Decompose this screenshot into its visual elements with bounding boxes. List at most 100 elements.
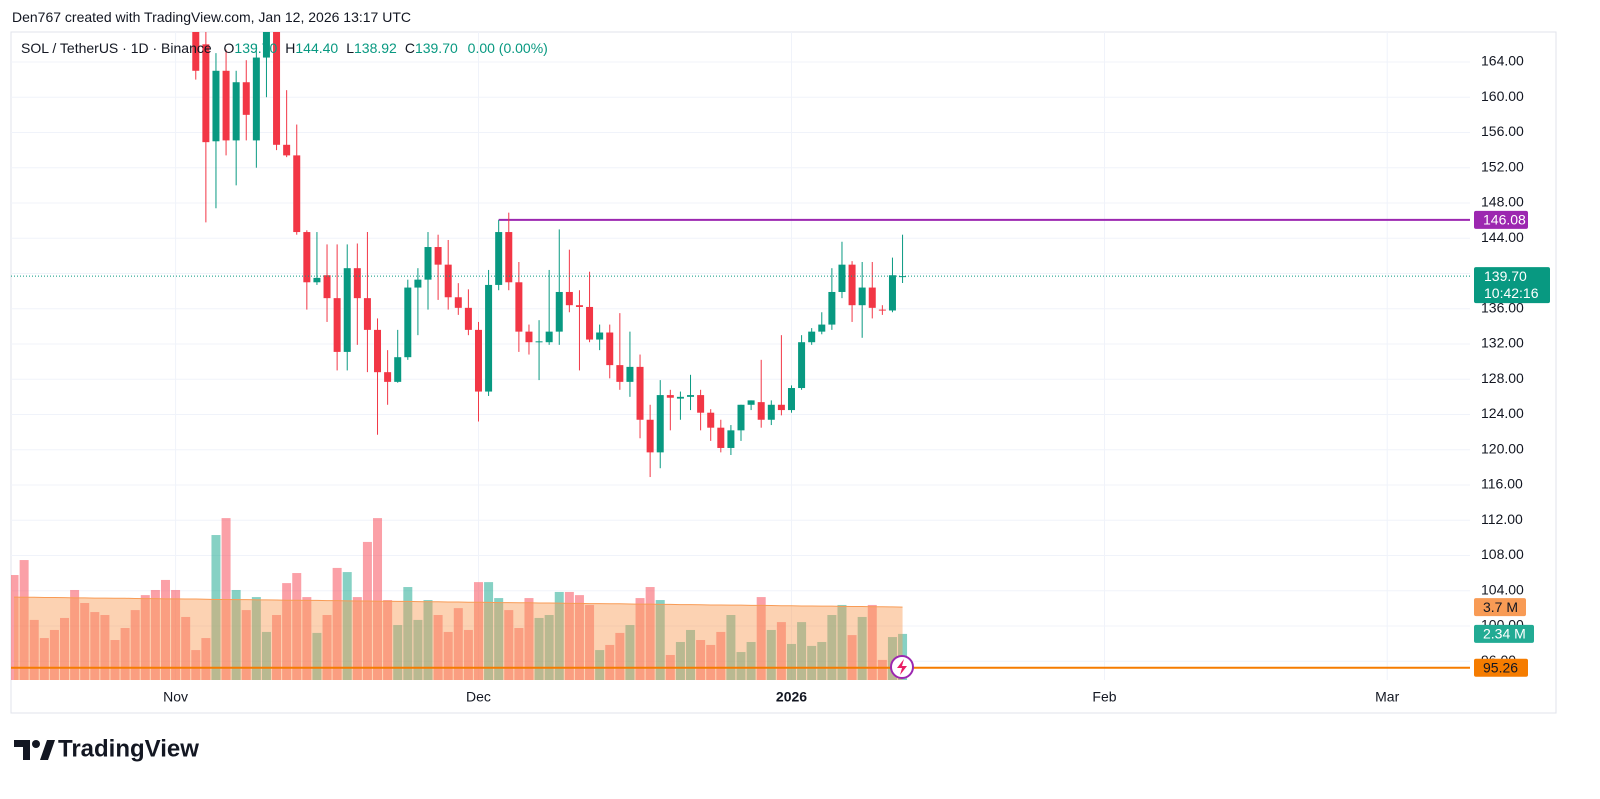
candle-body — [293, 155, 301, 233]
volume-bar — [595, 650, 605, 680]
volume-bar — [827, 615, 837, 680]
legend-value: 139.70 — [234, 40, 278, 56]
candle-body — [363, 298, 371, 330]
candle-body — [727, 430, 735, 448]
price-label: 95.26 — [1483, 659, 1518, 675]
candle-body — [707, 412, 715, 428]
countdown-label: 10:42:16 — [1484, 285, 1539, 301]
candle-body — [666, 395, 674, 398]
volume-bar — [49, 629, 59, 680]
candle-body — [212, 70, 220, 142]
volume-bar — [847, 635, 857, 680]
candle-body — [545, 331, 553, 343]
candle-body — [818, 324, 826, 332]
candle-body — [343, 268, 351, 352]
candle-body — [697, 395, 705, 413]
candle-body — [555, 291, 563, 332]
candle-body — [323, 275, 331, 299]
candle-body — [848, 264, 856, 306]
y-tick-label: 144.00 — [1481, 229, 1524, 245]
volume-ma-line — [14, 596, 903, 608]
volume-bar — [857, 616, 867, 680]
volume-bar — [514, 628, 524, 680]
candle-body — [808, 331, 816, 343]
plot-area — [11, 32, 1470, 680]
volume-bar — [504, 610, 514, 680]
candle-body — [273, 32, 281, 145]
volume-bar — [726, 615, 736, 680]
volume-bar — [524, 598, 534, 680]
volume-bar — [574, 595, 584, 680]
candle-body — [676, 396, 684, 399]
candle-body — [767, 404, 775, 420]
volume-bar — [887, 637, 897, 680]
x-tick-label: Mar — [1375, 689, 1399, 705]
candle-body — [232, 82, 240, 141]
price-label: 146.08 — [1483, 212, 1526, 228]
volume-bar — [494, 598, 504, 680]
candle-body — [262, 32, 270, 58]
volume-bar — [746, 641, 756, 680]
candle-body — [565, 291, 573, 306]
volume-bar — [463, 629, 473, 680]
alert-icon[interactable] — [890, 655, 914, 679]
volume-bar — [786, 643, 796, 680]
x-tick-label: Feb — [1092, 689, 1116, 705]
candle-body — [586, 306, 594, 340]
candle-body — [888, 275, 896, 311]
ohlc-legend: SOL / TetherUS · 1D · Binance O139.70 H14… — [21, 40, 548, 56]
candle-body — [798, 342, 806, 389]
volume-bar — [544, 615, 554, 680]
volume-bar — [383, 600, 393, 680]
y-tick-label: 148.00 — [1481, 194, 1524, 210]
candle-body — [878, 309, 886, 311]
volume-bar — [302, 597, 312, 680]
volume-bar — [645, 587, 655, 680]
candle-body — [192, 32, 200, 71]
volume-bar — [736, 652, 746, 680]
y-tick-label: 104.00 — [1481, 581, 1524, 597]
volume-bar — [635, 598, 645, 680]
candle-body — [717, 427, 725, 448]
volume-bar — [877, 659, 887, 680]
candle-body — [454, 297, 462, 308]
volume-bar — [80, 602, 90, 680]
volume-bar — [29, 619, 39, 680]
y-tick-label: 164.00 — [1481, 53, 1524, 69]
price-label-box — [1474, 210, 1528, 229]
volume-bar — [534, 617, 544, 680]
candle-body — [242, 82, 250, 115]
candle-body — [414, 279, 422, 288]
volume-bar — [605, 644, 615, 680]
legend-value: 144.40 — [295, 40, 339, 56]
volume-bar — [90, 612, 100, 680]
candle-body — [596, 332, 604, 340]
volume-bar — [282, 583, 292, 680]
y-tick-label: 124.00 — [1481, 405, 1524, 421]
candle-body — [303, 232, 311, 283]
volume-bar — [433, 615, 443, 680]
brand-logo: TradingView — [14, 735, 199, 762]
volume-bar — [625, 625, 635, 680]
candle-body — [687, 395, 695, 397]
candle-body — [394, 357, 402, 382]
y-tick-label: 120.00 — [1481, 440, 1524, 456]
candle-body — [353, 268, 361, 299]
volume-bar — [473, 582, 483, 680]
volume-bar — [211, 535, 221, 680]
legend-value: 139.70 — [414, 40, 458, 56]
change: 0.00 (0.00%) — [467, 40, 548, 56]
candle-body — [313, 277, 321, 283]
volume-bar — [413, 619, 423, 680]
volume-bar — [817, 641, 827, 680]
volume-bar — [292, 573, 302, 680]
chart-layer: 164.00160.00156.00152.00148.00144.00140.… — [11, 32, 1524, 705]
candle-body — [444, 264, 452, 298]
volume-bar — [231, 589, 241, 680]
volume-bar — [342, 572, 352, 680]
y-tick-label: 112.00 — [1481, 511, 1523, 527]
last-price-box — [1474, 267, 1550, 304]
candle-body — [202, 44, 210, 143]
volume-bar — [766, 629, 776, 680]
